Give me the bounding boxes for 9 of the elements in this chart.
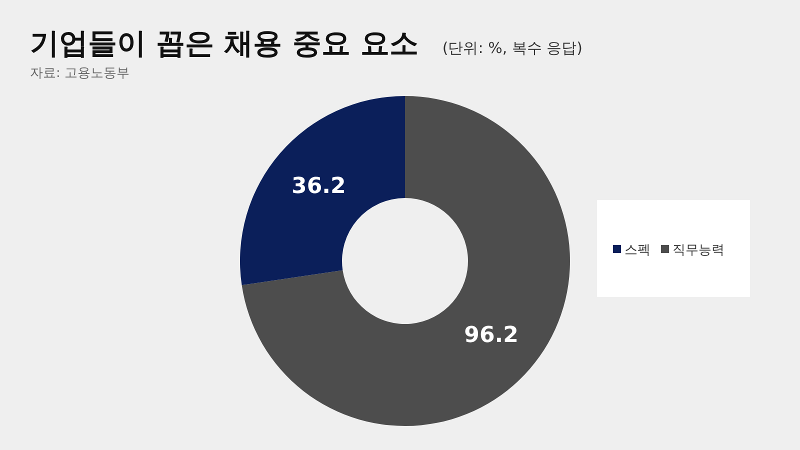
legend-label: 스펙 (624, 242, 650, 258)
chart-title: 기업들이 꼽은 채용 중요 요소 (30, 25, 418, 62)
data-label: 96.2 (464, 322, 518, 348)
donut-slice (242, 96, 570, 426)
chart-subtitle: (단위: %, 복수 응답) (442, 39, 582, 58)
donut-slice (240, 96, 405, 286)
legend-label: 직무능력 (672, 242, 724, 258)
data-label: 36.2 (292, 174, 346, 200)
text: 자료: 고용노동부 (30, 65, 130, 82)
